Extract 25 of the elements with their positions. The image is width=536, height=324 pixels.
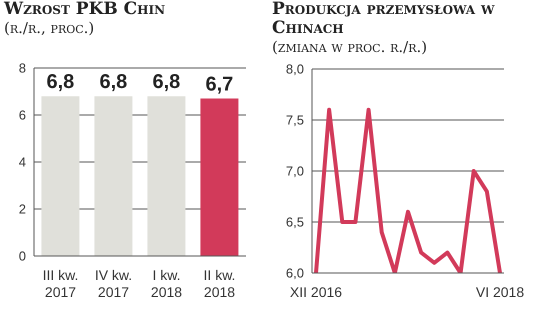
line-series [314,108,502,273]
chart-title: Produkcja przemysłowa w Chinach [272,0,496,38]
y-tick-label: 6,5 [286,214,304,230]
data-label: 6,8 [100,71,128,94]
y-tick-label: 8,0 [286,62,304,77]
y-tick-label: 7,0 [286,164,304,179]
x-tick-label: III kw. 2017 [42,267,78,300]
y-tick-label: 0 [18,248,26,264]
y-tick-label: 7,5 [286,112,304,128]
y-tick-label: 6,0 [286,266,304,281]
data-label: 6,7 [206,74,234,96]
data-label: 6,8 [152,71,180,94]
x-tick-label: VI 2018 [476,284,524,300]
y-tick-label: 8 [18,60,26,76]
chart-subtitle: (r./r., proc.) [4,19,96,38]
y-tick-label: 6 [18,108,26,123]
y-tick-label: 4 [18,154,26,170]
chart-title: Wzrost PKB Chin [4,0,166,19]
y-tick-label: 2 [18,202,26,217]
data-label: 6,8 [46,71,74,94]
chart-subtitle: (zmiana w proc. r./r.) [272,38,428,57]
x-tick-label: IV kw. 2017 [94,267,132,300]
x-tick-label: XII 2016 [290,284,342,300]
x-tick-label: II kw. 2018 [204,267,236,300]
x-tick-label: I kw. 2018 [150,267,182,300]
